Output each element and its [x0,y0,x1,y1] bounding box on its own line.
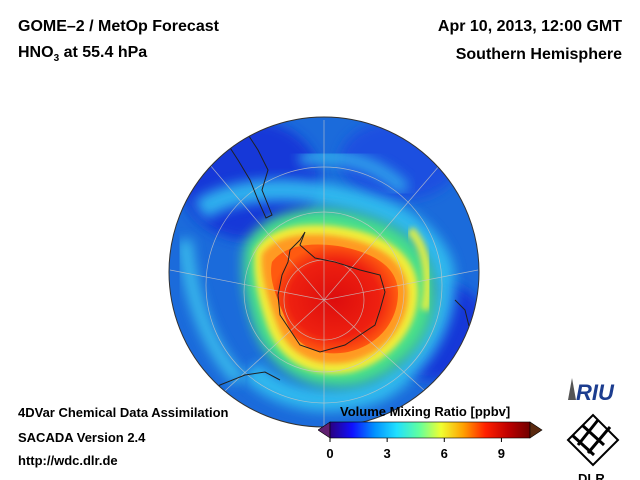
riu-logo-mark [568,378,576,400]
riu-logo-text: RIU [576,380,615,405]
graticule [169,120,479,427]
colorbar: 0 3 6 9 [318,421,543,461]
yellow-arm [406,226,433,311]
species-name: HNO [18,44,54,61]
datetime-label: Apr 10, 2013, 12:00 GMT [437,18,622,35]
pressure-level: at 55.4 hPa [59,44,148,61]
cyan-swirl [298,149,410,196]
colorbar-tick-label: 6 [441,446,448,461]
colorbar-tick-label: 9 [498,446,505,461]
title-line2: HNO3 at 55.4 hPa [18,44,147,64]
dlr-logo-text: DLR [578,471,605,480]
cyan-swirl [178,239,246,385]
url-label: http://wdc.dlr.de [18,453,118,468]
colorbar-tick-label: 3 [384,446,391,461]
dlr-logo: DLR [566,413,620,480]
riu-logo: RIU [568,378,615,405]
method-label: 4DVar Chemical Data Assimilation [18,405,229,420]
colorbar-max-arrow [529,421,543,439]
globe-field [169,117,479,427]
species-subscript: 3 [53,53,60,65]
region-label: Southern Hemisphere [455,46,622,63]
colorbar-min-arrow [318,421,331,439]
colorbar-ramp [329,421,531,439]
version-label: SACADA Version 2.4 [18,430,146,445]
colorbar-title: Volume Mixing Ratio [ppbv] [340,404,511,419]
colorbar-tick-label: 0 [326,446,333,461]
colorbar-ticks: 0 3 6 9 [326,438,505,461]
logos: RIU DLR [566,378,620,480]
cyan-swirl [193,179,456,412]
title-line1: GOME–2 / MetOp Forecast [18,18,219,35]
